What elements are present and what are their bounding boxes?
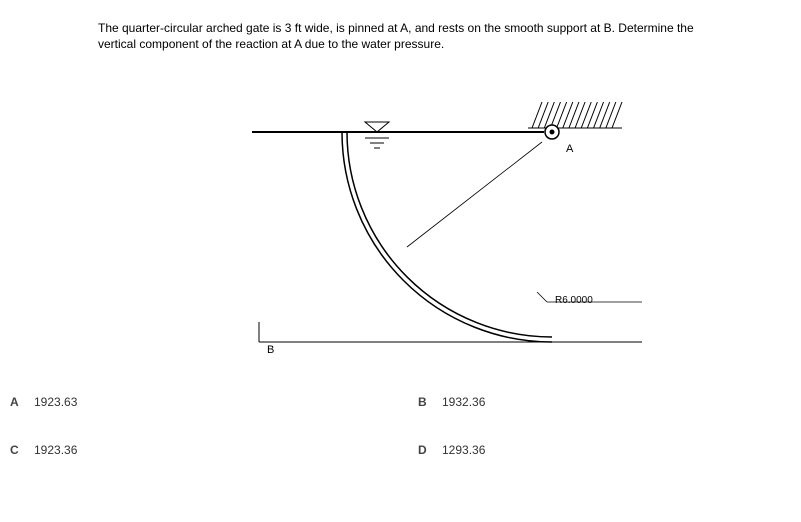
answer-option-D[interactable]: D 1293.36	[418, 443, 485, 457]
answer-letter: A	[10, 395, 34, 409]
answer-value: 1923.36	[34, 443, 77, 457]
svg-text:A: A	[566, 143, 574, 155]
answer-option-B[interactable]: B 1932.36	[418, 395, 485, 409]
svg-text:B: B	[267, 344, 274, 356]
answer-row-1: A 1923.63 B 1932.36	[10, 395, 770, 409]
answer-value: 1293.36	[442, 443, 485, 457]
answer-letter: C	[10, 443, 34, 457]
answer-letter: B	[418, 395, 442, 409]
answer-option-C[interactable]: C 1923.36	[10, 443, 418, 457]
answer-option-A[interactable]: A 1923.63	[10, 395, 418, 409]
svg-text:R6.0000: R6.0000	[555, 295, 593, 306]
answer-row-2: C 1923.36 D 1293.36	[10, 443, 770, 457]
problem-statement: The quarter-circular arched gate is 3 ft…	[98, 20, 698, 52]
figure-svg: A B R6.0000	[232, 82, 652, 372]
answer-letter: D	[418, 443, 442, 457]
answer-options: A 1923.63 B 1932.36 C 1923.36 D 1293.36	[10, 395, 770, 491]
problem-text: The quarter-circular arched gate is 3 ft…	[98, 21, 694, 51]
answer-value: 1923.63	[34, 395, 77, 409]
answer-value: 1932.36	[442, 395, 485, 409]
figure: A B R6.0000	[232, 82, 652, 372]
